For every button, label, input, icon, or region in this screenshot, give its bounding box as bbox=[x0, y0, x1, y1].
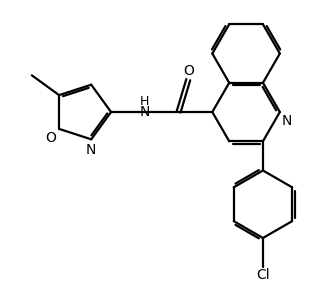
Text: N: N bbox=[86, 143, 97, 157]
Text: H: H bbox=[140, 95, 149, 108]
Text: N: N bbox=[140, 105, 150, 119]
Text: N: N bbox=[282, 114, 292, 128]
Text: O: O bbox=[183, 64, 194, 78]
Text: Cl: Cl bbox=[256, 268, 270, 282]
Text: O: O bbox=[45, 131, 56, 145]
